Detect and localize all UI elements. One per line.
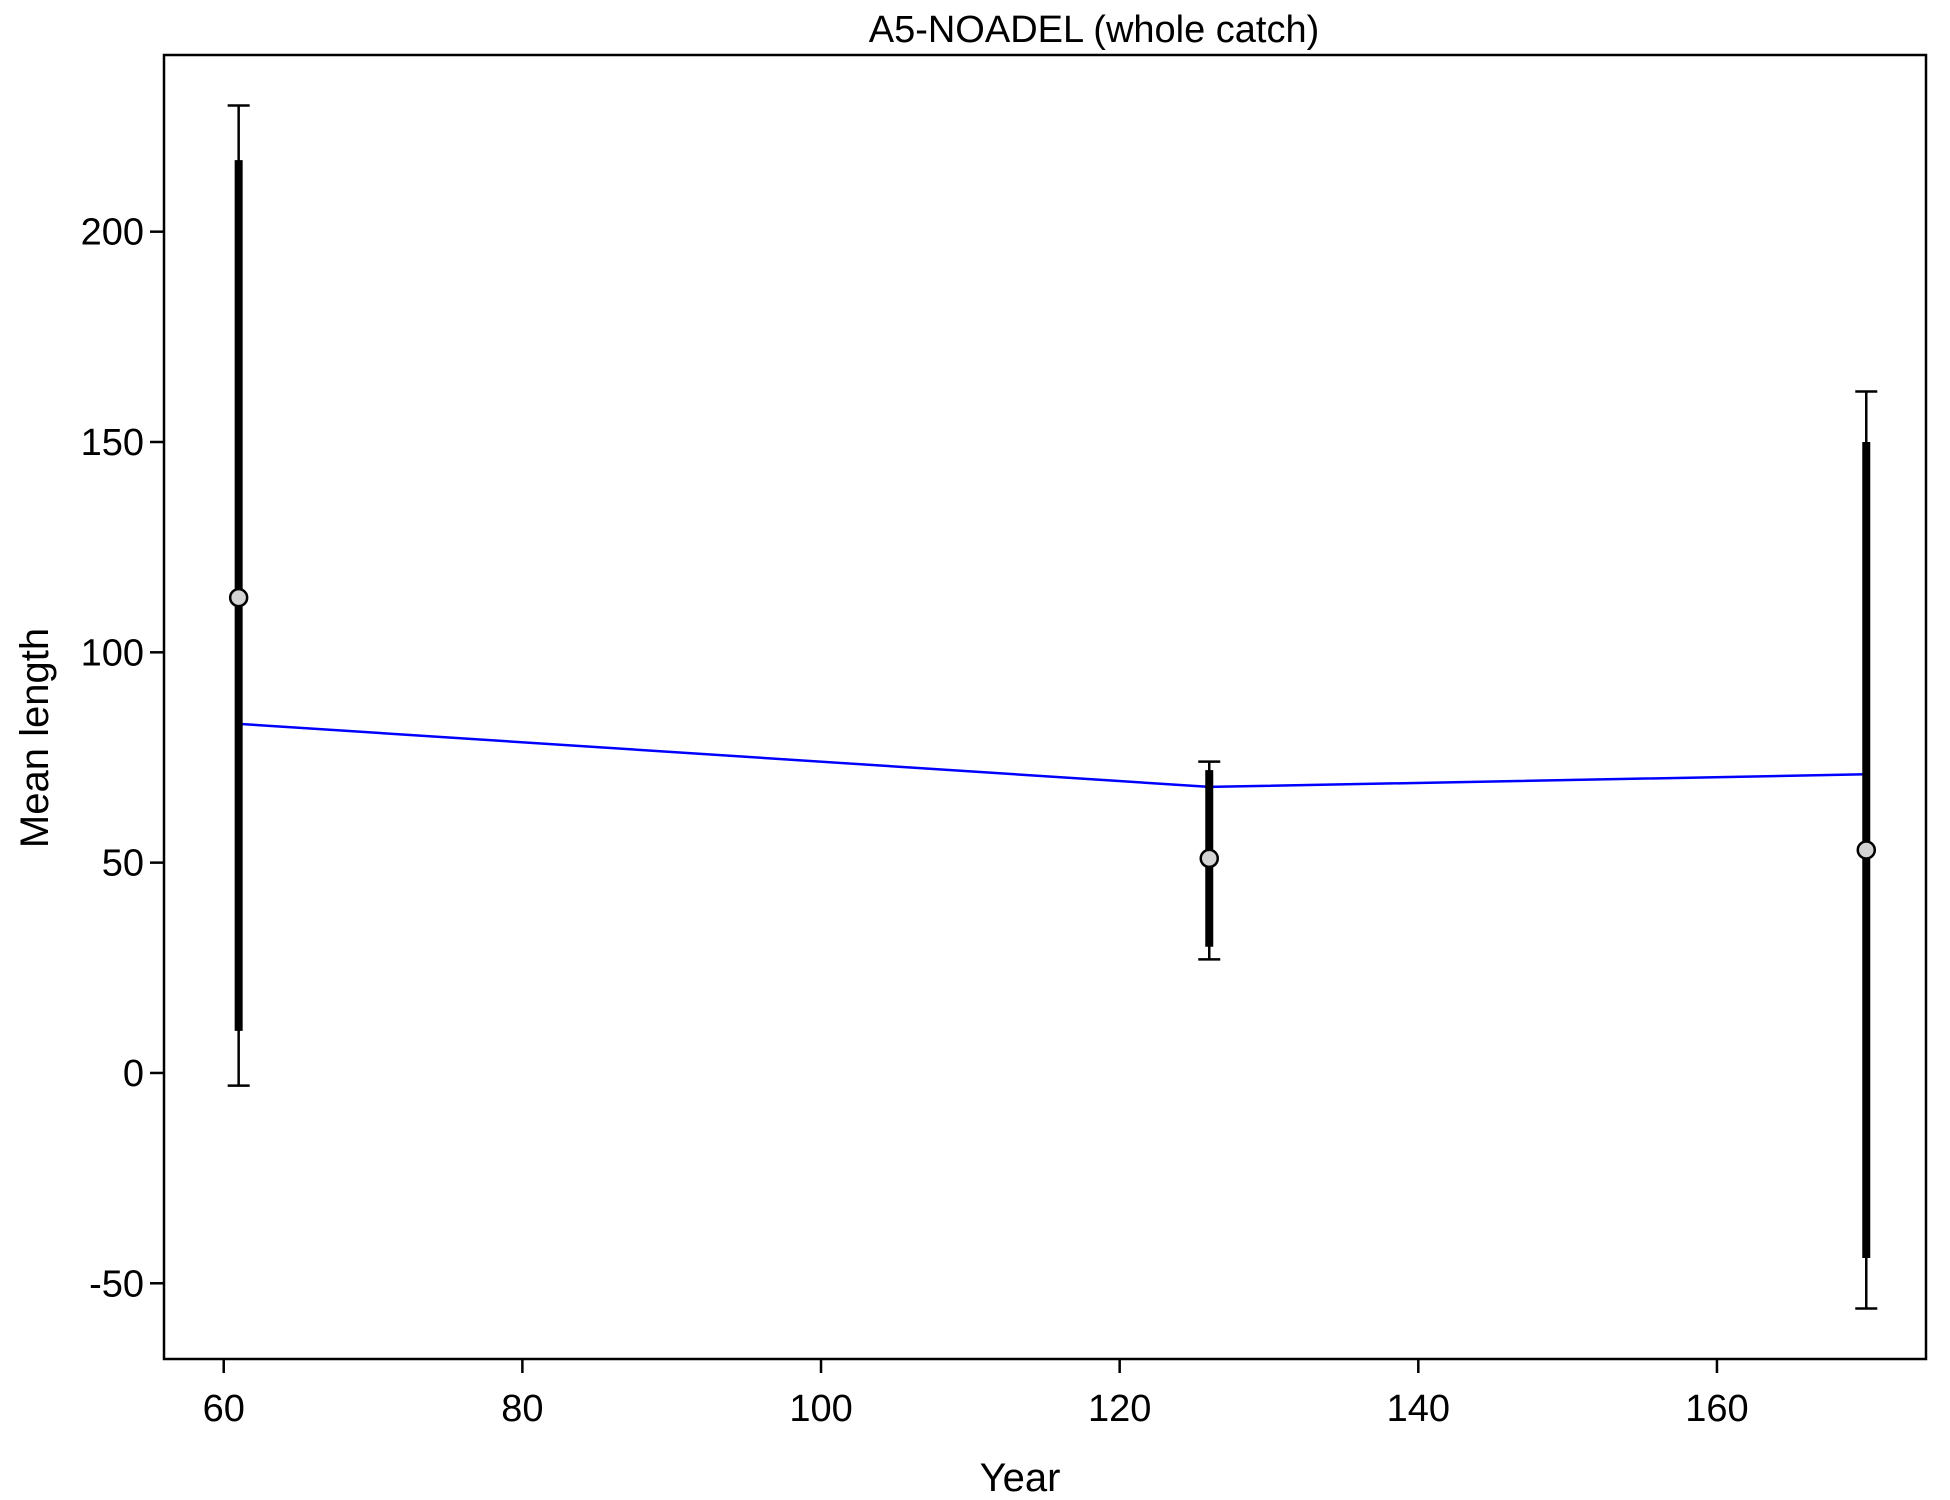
observation (1198, 762, 1220, 960)
x-tick-label: 80 (501, 1388, 543, 1430)
observed-point (1858, 842, 1875, 859)
plot-frame (164, 55, 1926, 1359)
observed-point (230, 589, 247, 606)
y-tick-label: 150 (81, 422, 144, 464)
observation (1855, 392, 1877, 1309)
y-tick-label: 50 (102, 843, 144, 885)
x-tick-label: 160 (1685, 1388, 1748, 1430)
y-tick-label: 0 (123, 1053, 144, 1095)
observed-series (228, 105, 1878, 1308)
observation (228, 105, 250, 1085)
expected-line (239, 724, 1867, 787)
y-tick-label: -50 (89, 1263, 144, 1305)
y-tick-label: 200 (81, 212, 144, 254)
x-tick-label: 120 (1088, 1388, 1151, 1430)
observed-point (1201, 850, 1218, 867)
y-tick-label: 100 (81, 632, 144, 674)
y-axis-title: Mean length (13, 628, 57, 848)
chart-title: A5-NOADEL (whole catch) (869, 9, 1320, 51)
x-tick-label: 100 (789, 1388, 852, 1430)
y-axis: -50 0 50 100 150 200 (81, 212, 164, 1306)
expected-series (239, 724, 1867, 787)
x-axis: 60 80 100 120 140 160 (203, 1359, 1749, 1430)
x-axis-title: Year (980, 1456, 1061, 1500)
x-tick-label: 60 (203, 1388, 245, 1430)
x-tick-label: 140 (1387, 1388, 1450, 1430)
